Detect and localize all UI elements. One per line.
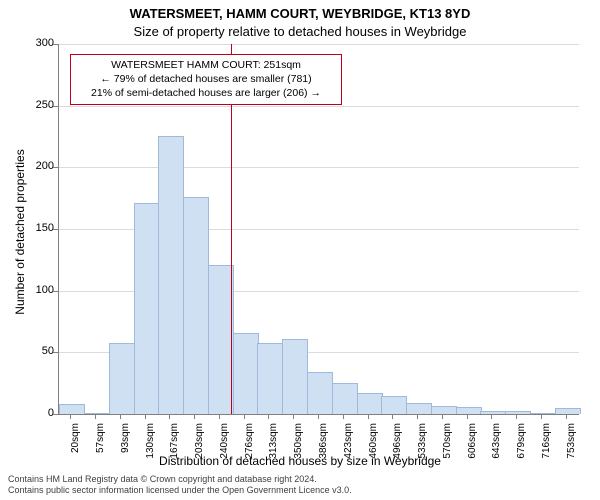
histogram-bar (555, 408, 581, 414)
x-tick-label: 423sqm (343, 423, 354, 467)
x-tick-mark (417, 414, 418, 419)
x-tick-label: 276sqm (244, 423, 255, 467)
x-tick-label: 753sqm (566, 423, 577, 467)
histogram-bar (233, 333, 259, 414)
x-tick-label: 716sqm (541, 423, 552, 467)
y-tick-label: 0 (24, 407, 54, 419)
histogram-bar (109, 343, 135, 414)
x-tick-label: 570sqm (442, 423, 453, 467)
x-tick-mark (268, 414, 269, 419)
x-tick-mark (169, 414, 170, 419)
annotation-box: WATERSMEET HAMM COURT: 251sqm ← 79% of d… (70, 54, 342, 105)
footer-attribution: Contains HM Land Registry data © Crown c… (8, 474, 352, 497)
y-tick-label: 200 (24, 160, 54, 172)
x-tick-mark (442, 414, 443, 419)
x-tick-mark (343, 414, 344, 419)
x-tick-mark (219, 414, 220, 419)
page-title-line1: WATERSMEET, HAMM COURT, WEYBRIDGE, KT13 … (0, 6, 600, 21)
histogram-bar (456, 407, 482, 414)
x-tick-label: 167sqm (169, 423, 180, 467)
x-tick-label: 460sqm (368, 423, 379, 467)
x-tick-mark (95, 414, 96, 419)
histogram-bar (505, 411, 531, 414)
x-tick-mark (541, 414, 542, 419)
histogram-bar (406, 403, 432, 414)
y-tick-mark (53, 167, 58, 168)
footer-line: Contains HM Land Registry data © Crown c… (8, 474, 352, 485)
y-tick-mark (53, 44, 58, 45)
histogram-bar (530, 413, 556, 414)
histogram-bar (381, 396, 407, 414)
y-tick-label: 150 (24, 222, 54, 234)
y-tick-mark (53, 106, 58, 107)
x-tick-mark (467, 414, 468, 419)
y-tick-mark (53, 414, 58, 415)
histogram-bar (183, 197, 209, 414)
x-tick-label: 496sqm (392, 423, 403, 467)
x-tick-mark (293, 414, 294, 419)
histogram-bar (431, 406, 457, 414)
histogram-bar (257, 343, 283, 414)
histogram-bar (282, 339, 308, 414)
footer-line: Contains public sector information licen… (8, 485, 352, 496)
histogram-bar (357, 393, 383, 414)
x-tick-mark (194, 414, 195, 419)
y-tick-mark (53, 229, 58, 230)
y-tick-label: 50 (24, 345, 54, 357)
x-tick-label: 533sqm (417, 423, 428, 467)
gridline (59, 167, 579, 168)
x-tick-label: 57sqm (95, 423, 106, 467)
x-tick-label: 643sqm (491, 423, 502, 467)
y-tick-label: 300 (24, 37, 54, 49)
chart-page: WATERSMEET, HAMM COURT, WEYBRIDGE, KT13 … (0, 0, 600, 500)
x-tick-mark (145, 414, 146, 419)
x-tick-mark (318, 414, 319, 419)
x-tick-label: 606sqm (467, 423, 478, 467)
gridline (59, 106, 579, 107)
annotation-line: WATERSMEET HAMM COURT: 251sqm (77, 58, 335, 72)
x-tick-label: 203sqm (194, 423, 205, 467)
histogram-bar (84, 413, 110, 414)
x-tick-label: 20sqm (70, 423, 81, 467)
histogram-bar (480, 411, 506, 414)
gridline (59, 44, 579, 45)
x-tick-mark (566, 414, 567, 419)
x-tick-label: 350sqm (293, 423, 304, 467)
histogram-bar (307, 372, 333, 414)
x-tick-mark (120, 414, 121, 419)
x-tick-mark (516, 414, 517, 419)
histogram-bar (332, 383, 358, 414)
annotation-line: ← 79% of detached houses are smaller (78… (77, 72, 335, 86)
y-tick-label: 250 (24, 99, 54, 111)
x-tick-label: 130sqm (145, 423, 156, 467)
x-tick-label: 679sqm (516, 423, 527, 467)
histogram-bar (158, 136, 184, 415)
y-tick-label: 100 (24, 284, 54, 296)
x-tick-mark (70, 414, 71, 419)
x-tick-label: 313sqm (268, 423, 279, 467)
x-tick-label: 93sqm (120, 423, 131, 467)
histogram-bar (134, 203, 160, 414)
annotation-line: 21% of semi-detached houses are larger (… (77, 86, 335, 100)
x-tick-label: 240sqm (219, 423, 230, 467)
page-title-line2: Size of property relative to detached ho… (0, 24, 600, 39)
x-tick-label: 386sqm (318, 423, 329, 467)
y-tick-mark (53, 291, 58, 292)
x-tick-mark (368, 414, 369, 419)
x-tick-mark (244, 414, 245, 419)
x-tick-mark (491, 414, 492, 419)
histogram-bar (59, 404, 85, 414)
y-tick-mark (53, 352, 58, 353)
histogram-bar (208, 265, 234, 414)
x-tick-mark (392, 414, 393, 419)
